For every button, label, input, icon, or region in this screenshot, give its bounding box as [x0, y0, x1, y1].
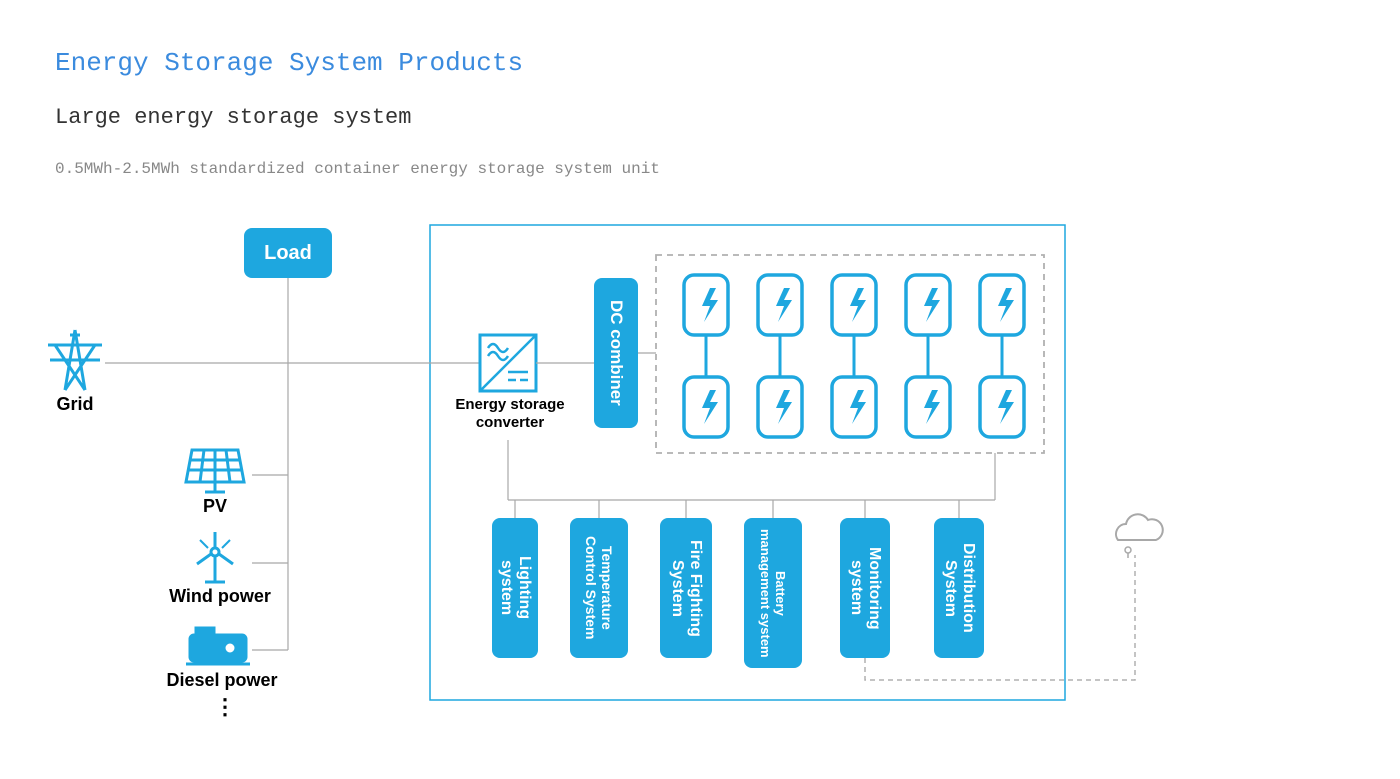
subsystem-temperature: Temperature Control System — [570, 518, 628, 658]
converter-label-text: Energy storage converter — [455, 396, 564, 431]
cloud-link — [865, 555, 1135, 680]
wind-turbine-icon — [197, 532, 233, 582]
dc-combiner-box: DC combiner — [594, 278, 638, 428]
cloud-icon — [1116, 514, 1163, 558]
subsystem-bms: Battery management system — [744, 518, 802, 668]
battery-group-box — [656, 255, 1044, 453]
subsystem-monitoring: Monitoring system — [840, 518, 890, 658]
battery-row-0 — [684, 275, 1024, 335]
grid-label: Grid — [40, 394, 110, 415]
diagram-canvas — [0, 0, 1400, 779]
diesel-label: Diesel power — [152, 670, 292, 691]
load-box: Load — [244, 228, 332, 278]
pv-label: PV — [195, 496, 235, 517]
solar-panel-icon — [186, 450, 244, 492]
sources-ellipsis: ⋮ — [214, 695, 236, 721]
wind-label: Wind power — [160, 586, 280, 607]
grid-tower-icon — [48, 330, 102, 390]
subsystem-distribution: Distribution System — [934, 518, 984, 658]
generator-icon — [186, 628, 250, 664]
subsystem-fire: Fire Fighting System — [660, 518, 712, 658]
battery-row-1 — [684, 377, 1024, 437]
converter-label: Energy storage converter — [440, 396, 580, 432]
subsystem-lighting: Lighting system — [492, 518, 538, 658]
